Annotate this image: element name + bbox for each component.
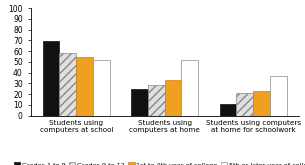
Bar — [59, 53, 76, 116]
Bar — [148, 85, 165, 115]
Legend: Grades 1 to 9, Grades 9 to 12, 1st to 4th year of college, 5th or later year of : Grades 1 to 9, Grades 9 to 12, 1st to 4t… — [11, 159, 305, 165]
Bar — [253, 91, 270, 116]
Bar — [43, 42, 59, 115]
Bar — [181, 60, 198, 116]
Bar — [131, 89, 148, 116]
Bar — [236, 93, 253, 116]
Bar — [93, 60, 110, 116]
Bar — [270, 76, 287, 116]
Bar — [220, 104, 236, 115]
Bar — [76, 56, 93, 116]
Bar — [165, 80, 181, 116]
